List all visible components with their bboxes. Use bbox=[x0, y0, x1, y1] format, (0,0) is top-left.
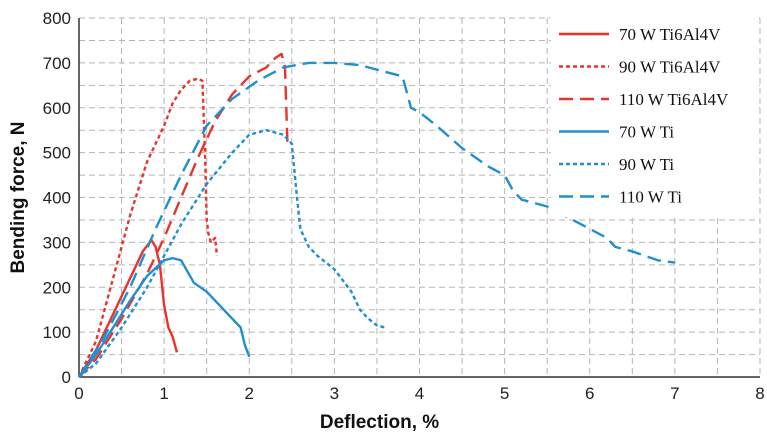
series-layer bbox=[77, 52, 676, 378]
x-tick-label: 7 bbox=[670, 384, 679, 403]
x-tick-label: 1 bbox=[159, 384, 168, 403]
legend-label: 110 W Ti6Al4V bbox=[619, 90, 729, 109]
x-tick-label: 5 bbox=[500, 384, 509, 403]
legend-label: 90 W Ti bbox=[619, 155, 674, 174]
legend-label: 70 W Ti6Al4V bbox=[619, 25, 721, 44]
y-axis-title: Bending force, N bbox=[8, 121, 29, 273]
series-line-4 bbox=[78, 256, 251, 378]
y-tick-label: 500 bbox=[43, 144, 71, 163]
x-tick-labels: 0 1 2 3 4 5 6 7 8 bbox=[74, 384, 764, 403]
x-tick-label: 8 bbox=[755, 384, 764, 403]
series-line-3 bbox=[78, 52, 289, 378]
series-line-5 bbox=[78, 128, 386, 378]
y-tick-label: 0 bbox=[62, 368, 71, 387]
y-tick-label: 800 bbox=[43, 9, 71, 28]
legend-label: 90 W Ti6Al4V bbox=[619, 58, 721, 77]
legend-label: 110 W Ti bbox=[619, 188, 682, 207]
x-tick-label: 6 bbox=[585, 384, 594, 403]
y-tick-label: 700 bbox=[43, 54, 71, 73]
y-tick-labels: 0 100 200 300 400 500 600 700 800 bbox=[43, 9, 71, 387]
legend-label: 70 W Ti bbox=[619, 123, 674, 142]
y-tick-label: 300 bbox=[43, 233, 71, 252]
x-tick-label: 4 bbox=[415, 384, 424, 403]
grid-layer bbox=[79, 17, 761, 377]
x-tick-label: 3 bbox=[330, 384, 339, 403]
y-tick-label: 100 bbox=[43, 323, 71, 342]
y-tick-label: 600 bbox=[43, 99, 71, 118]
series-line-1 bbox=[77, 238, 179, 378]
x-tick-label: 0 bbox=[74, 384, 83, 403]
legend-box bbox=[551, 16, 758, 217]
y-tick-label: 400 bbox=[43, 189, 71, 208]
legend: 70 W Ti6Al4V 90 W Ti6Al4V 110 W Ti6Al4V 70 … bbox=[551, 16, 758, 217]
axes-layer bbox=[78, 18, 760, 378]
series-line-2 bbox=[77, 77, 219, 378]
x-axis-title: Deflection, % bbox=[320, 412, 439, 433]
x-tick-label: 2 bbox=[245, 384, 254, 403]
y-tick-label: 200 bbox=[43, 278, 71, 297]
series-line-6 bbox=[77, 61, 676, 378]
